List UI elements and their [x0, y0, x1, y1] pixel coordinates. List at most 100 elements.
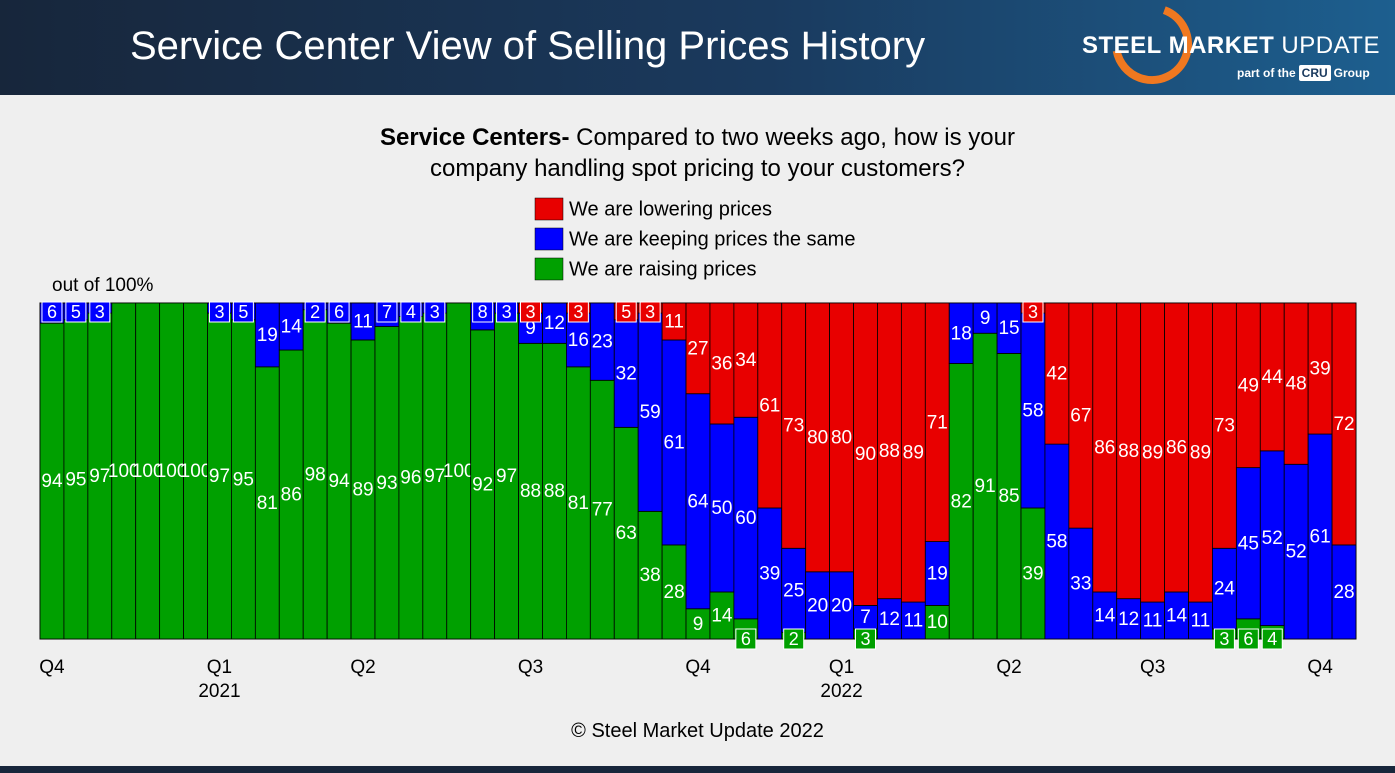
value-label: 58	[1022, 401, 1043, 422]
label-box	[1022, 301, 1044, 323]
value-label: 81	[257, 493, 278, 514]
value-label: 86	[1166, 437, 1187, 458]
legend-swatch	[534, 197, 564, 221]
header: Service Center View of Selling Prices Hi…	[0, 0, 1395, 95]
value-label: 88	[879, 441, 900, 462]
value-label: 64	[687, 491, 709, 512]
x-tick-label: Q4	[1307, 657, 1333, 678]
label-box	[1237, 628, 1259, 650]
value-label: 88	[1118, 441, 1139, 462]
value-label: 44	[1262, 367, 1284, 388]
value-label: 38	[640, 565, 661, 586]
value-label: 89	[1142, 443, 1163, 464]
value-label: 52	[1286, 542, 1307, 563]
value-label: 2	[310, 302, 320, 322]
value-label: 19	[927, 563, 948, 584]
value-label: 33	[1070, 574, 1091, 595]
legend-label: We are raising prices	[569, 258, 756, 280]
value-label: 14	[1094, 605, 1116, 626]
x-year-label: 2021	[198, 681, 240, 702]
label-box	[639, 301, 661, 323]
value-label: 6	[334, 302, 344, 322]
label-box	[1213, 628, 1235, 650]
value-label: 39	[1022, 563, 1043, 584]
value-label: 96	[400, 468, 421, 489]
value-label: 100	[108, 461, 140, 482]
label-box	[1261, 628, 1283, 650]
logo: STEEL MARKET UPDATE	[1082, 32, 1380, 60]
value-label: 11	[353, 311, 373, 332]
label-box	[520, 301, 542, 323]
value-label: 94	[41, 471, 63, 492]
value-label: 95	[65, 469, 86, 490]
value-label: 3	[430, 302, 440, 322]
value-label: 100	[132, 461, 164, 482]
legend-swatch	[534, 227, 564, 251]
footer: © Steel Market Update 2022	[571, 720, 824, 742]
value-label: 28	[1333, 582, 1354, 603]
value-label: 28	[664, 582, 685, 603]
label-box	[854, 628, 876, 650]
value-label: 32	[616, 364, 637, 385]
value-label: 3	[573, 302, 583, 322]
value-label: 88	[520, 481, 541, 502]
subtitle-bold: Service Centers-	[380, 124, 570, 151]
value-label: 34	[735, 350, 757, 371]
x-tick-label: Q3	[1140, 657, 1165, 678]
x-tick-label: Q1	[207, 657, 232, 678]
tagline: Group	[1333, 66, 1370, 80]
value-label: 80	[831, 427, 852, 448]
value-label: 90	[855, 444, 876, 465]
value-label: 11	[903, 611, 923, 632]
x-tick-label: Q1	[829, 657, 854, 678]
label-box	[376, 301, 398, 323]
value-label: 5	[238, 302, 248, 322]
value-label: 14	[281, 317, 303, 338]
bottom-bar	[0, 766, 1395, 773]
value-label: 27	[687, 338, 708, 359]
legend-label: We are keeping prices the same	[569, 228, 855, 250]
value-label: 94	[329, 471, 351, 492]
value-label: 8	[478, 302, 488, 322]
value-label: 50	[711, 498, 732, 519]
subtitle-text: Compared to two weeks ago, how is your c…	[430, 124, 1015, 182]
value-label: 39	[1310, 359, 1331, 380]
label-box	[615, 301, 637, 323]
value-label: 89	[352, 479, 373, 500]
label-box	[472, 301, 494, 323]
value-label: 5	[621, 302, 631, 322]
label-box	[232, 301, 254, 323]
value-label: 36	[711, 353, 732, 374]
value-label: 73	[1214, 416, 1235, 437]
label-box	[567, 301, 589, 323]
y-note: out of 100%	[52, 275, 154, 296]
value-label: 63	[616, 523, 637, 544]
tagline: part of the	[1237, 66, 1296, 80]
value-label: 18	[951, 323, 972, 344]
value-label: 98	[305, 464, 326, 485]
value-label: 20	[807, 595, 828, 616]
value-label: 24	[1214, 579, 1236, 600]
value-label: 3	[502, 302, 512, 322]
value-label: 12	[544, 313, 565, 334]
x-tick-label: Q4	[39, 657, 65, 678]
value-label: 61	[1310, 527, 1331, 548]
value-label: 25	[783, 580, 804, 601]
logo-tagline: part of the CRU Group	[1237, 65, 1370, 81]
value-label: 97	[89, 466, 110, 487]
value-label: 14	[711, 605, 733, 626]
value-label: 5	[71, 302, 81, 322]
value-label: 73	[783, 416, 804, 437]
value-label: 89	[1190, 443, 1211, 464]
value-label: 39	[759, 563, 780, 584]
value-label: 85	[998, 486, 1019, 507]
label-box	[400, 301, 422, 323]
value-label: 42	[1046, 364, 1067, 385]
value-label: 6	[1243, 629, 1253, 649]
value-label: 4	[406, 302, 416, 322]
value-label: 11	[1143, 611, 1163, 632]
x-tick-label: Q3	[518, 657, 543, 678]
value-label: 100	[443, 461, 475, 482]
value-label: 3	[526, 302, 536, 322]
value-label: 12	[879, 609, 900, 630]
